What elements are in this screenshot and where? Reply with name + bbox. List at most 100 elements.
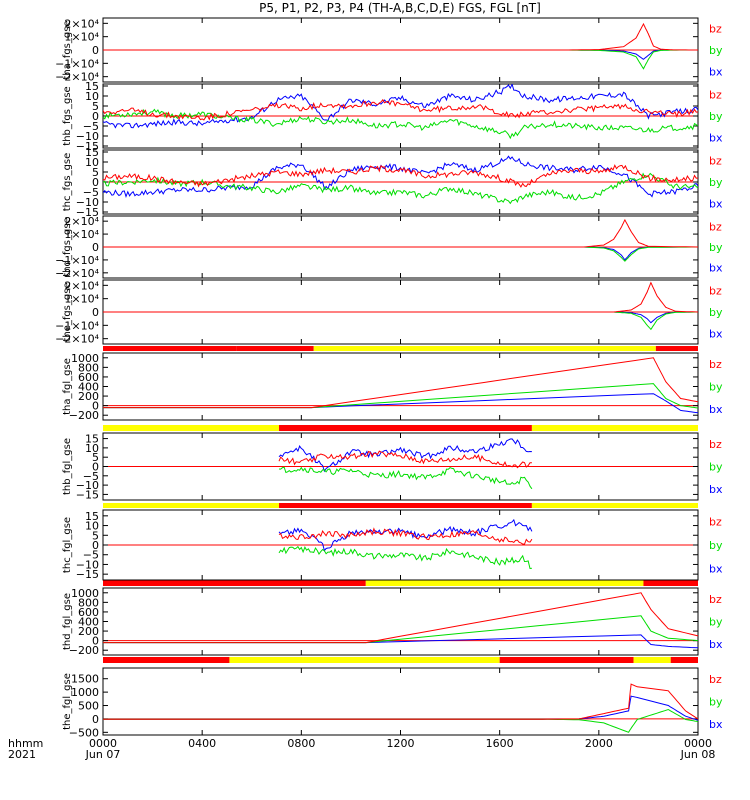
legend-bx: bx [709,638,723,651]
series-by [103,615,698,644]
y-tick-label: −5 [83,470,99,483]
mode-bar [103,346,698,351]
y-tick-label: 0 [92,539,99,552]
y-tick-label: 2×10⁴ [64,17,99,30]
mode-bar-segment [103,346,237,351]
y-tick-label: 1000 [71,587,99,600]
time-tick-label: 0000 [684,737,712,750]
y-tick-label: −2×10⁴ [55,267,99,280]
y-tick-label: −2×10⁴ [55,71,99,84]
time-tick-label: 1600 [486,737,514,750]
mode-bar-segment [531,503,698,508]
legend-bx: bx [709,65,723,78]
legend-bz: bz [709,516,722,529]
series-by [103,246,698,262]
mode-bar-segment [499,657,634,663]
time-tick-date: Jun 07 [85,748,121,761]
mode-bar-segment [531,425,698,431]
time-tick-label: 2000 [585,737,613,750]
series-bz [103,218,698,248]
mode-bars [103,346,698,663]
y-tick-label: 200 [78,390,99,403]
legend-by: by [709,110,723,123]
y-axis-label: thd_fgl_gse [62,593,73,650]
mode-bar-segment [670,657,698,663]
series-by [103,311,698,331]
y-tick-label: 400 [78,381,99,394]
series-bz [103,164,698,188]
mode-bar [103,580,698,586]
y-tick-label: −5 [83,549,99,562]
series-bz [278,527,533,545]
legend-by: by [709,44,723,57]
legend-bz: bz [709,593,722,606]
series-bx [103,634,698,649]
mode-bar-segment [103,580,366,586]
legend-bz: bz [709,155,722,168]
series-bx [103,393,698,414]
series-bx [278,438,532,473]
series-bx [103,84,698,129]
y-tick-label: 500 [78,700,99,713]
y-axis-label: tha_fgl_gse [62,358,73,415]
time-tick-label: 0000 [89,737,117,750]
series-bx [103,246,698,261]
y-tick-label: 1500 [71,673,99,686]
y-tick-label: 0 [92,400,99,413]
y-tick-label: −500 [69,726,99,739]
y-tick-label: −10 [76,558,99,571]
series-bz [278,450,532,469]
y-tick-label: 10 [85,442,99,455]
series-by [278,545,532,570]
y-tick-label: 5 [92,529,99,542]
y-tick-label: 5 [92,451,99,464]
y-tick-label: −5 [83,120,99,133]
y-tick-label: 5 [92,166,99,179]
series-bz [103,22,698,51]
y-tick-label: 200 [78,625,99,638]
y-tick-label: −15 [76,488,99,501]
panel-frame [102,587,699,656]
y-tick-label: 600 [78,371,99,384]
y-tick-label: −5 [83,186,99,199]
series-bx [103,695,698,721]
y-tick-label: −10 [76,479,99,492]
legend-by: by [709,461,723,474]
y-tick-label: 0 [92,241,99,254]
series-bz [103,98,698,121]
y-tick-label: 1000 [71,686,99,699]
y-axis-label: thd_fgs_gse [62,217,73,276]
series-bz [103,592,698,644]
legend-bz: bz [709,220,722,233]
time-tick-label: 1200 [387,737,415,750]
y-tick-label: −15 [76,206,99,219]
mode-bar-segment [229,657,500,663]
mode-bar-segment [643,580,698,586]
y-tick-label: −15 [76,140,99,153]
time-tick-label: 0400 [188,737,216,750]
y-tick-label: 1×10⁴ [64,293,99,306]
series-bz [103,683,698,720]
y-tick-label: 15 [85,433,99,446]
series-by [103,108,698,140]
y-axis-label: thc_fgs_gse [62,153,73,212]
y-tick-label: −200 [69,409,99,422]
legend-bx: bx [709,718,723,731]
y-tick-label: 1×10⁴ [64,228,99,241]
mode-bar [103,425,698,431]
legend-by: by [709,539,723,552]
series-bx [103,311,698,324]
y-tick-label: −1×10⁴ [55,319,99,332]
mode-bar-segment [279,425,532,431]
mode-bar-segment [236,346,314,351]
y-tick-label: 15 [85,80,99,93]
y-tick-label: 0 [92,461,99,474]
legend-bz: bz [709,23,722,36]
